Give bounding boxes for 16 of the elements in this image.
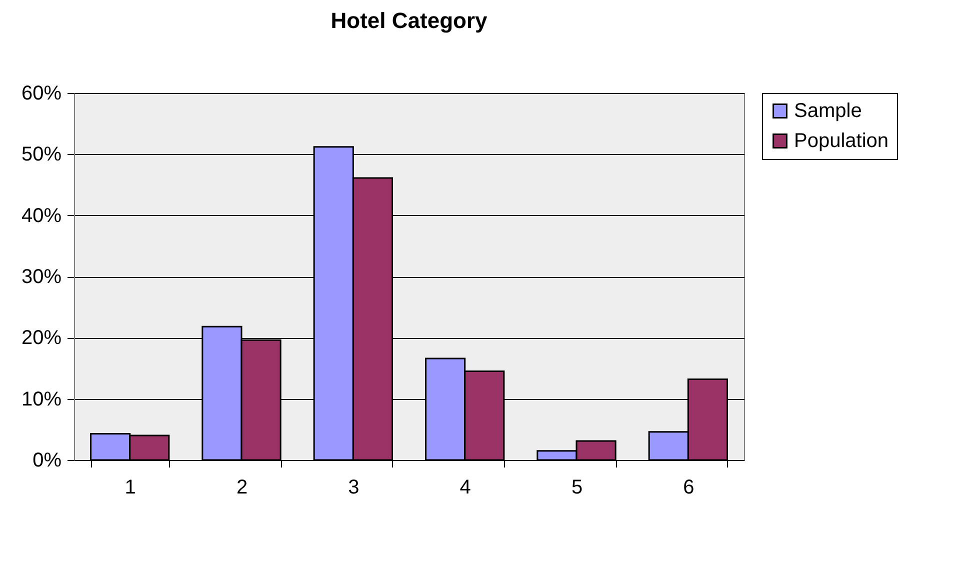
y-tick-label: 50%: [21, 144, 62, 166]
x-tick-label: 6: [683, 476, 694, 498]
y-tick-label: 30%: [21, 266, 62, 288]
x-tick-label: 2: [236, 476, 248, 498]
x-tick-label: 5: [571, 476, 583, 498]
x-tick-label: 4: [460, 476, 471, 498]
x-tick-label: 1: [124, 476, 136, 498]
legend-label: Population: [794, 130, 889, 152]
x-tick-label: 3: [348, 476, 360, 498]
y-tick-label: 40%: [21, 204, 62, 227]
y-tick-label: 20%: [21, 327, 62, 350]
y-tick-label: 60%: [21, 82, 62, 104]
legend-label: Sample: [794, 100, 862, 122]
y-tick-label: 0%: [32, 450, 62, 472]
chart-title: Hotel Category: [330, 8, 488, 33]
y-tick-label: 10%: [21, 388, 62, 410]
